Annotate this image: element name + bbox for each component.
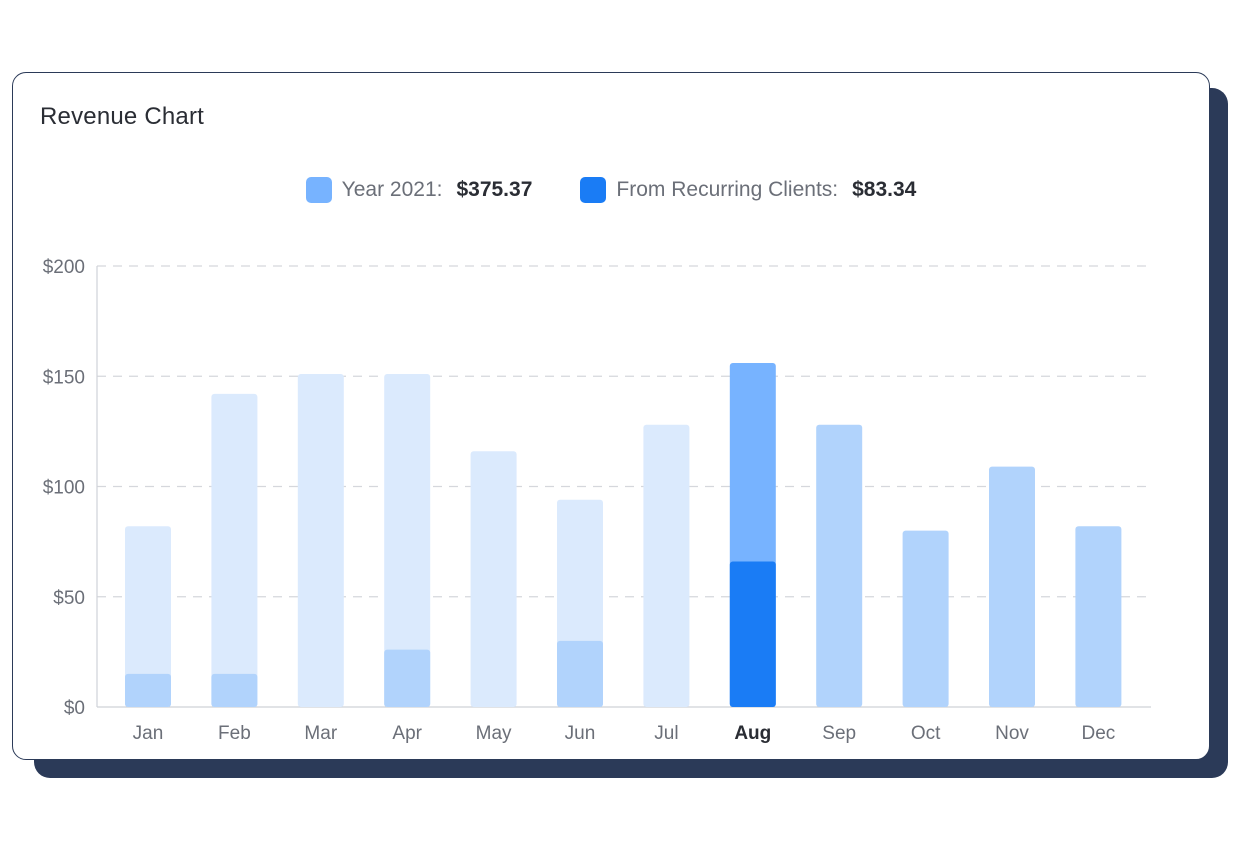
legend-value-year: $375.37 <box>456 178 533 201</box>
legend-swatch-year <box>305 177 332 203</box>
y-tick-label: $150 <box>43 367 85 388</box>
x-tick-label: Apr <box>392 723 422 744</box>
legend-value-recurring: $83.34 <box>852 178 917 201</box>
legend-item-recurring[interactable]: From Recurring Clients: $83.34 <box>580 177 916 203</box>
x-tick-label: May <box>476 723 512 744</box>
x-tick-label: Jun <box>565 723 596 744</box>
revenue-chart-card: Revenue Chart Year 2021: $375.37 From Re… <box>12 72 1210 760</box>
y-tick-label: $50 <box>53 588 85 609</box>
x-tick-label: Feb <box>218 723 251 744</box>
legend-label-recurring: From Recurring Clients: <box>616 178 839 201</box>
x-tick-label: Nov <box>995 723 1029 744</box>
x-tick-label: Dec <box>1082 723 1116 744</box>
bar-recurring-feb <box>211 673 258 707</box>
bar-total-dec <box>1075 526 1122 707</box>
bar-total-jul <box>643 424 690 707</box>
chart-title: Revenue Chart <box>40 103 205 130</box>
x-tick-label: Jan <box>133 723 164 744</box>
bar-total-sep <box>816 424 863 707</box>
bar-total-apr <box>384 374 431 707</box>
bar-recurring-jan <box>125 673 171 707</box>
bar-total-oct <box>902 530 949 707</box>
legend-swatch-recurring <box>580 177 607 203</box>
x-tick-label: Oct <box>911 723 941 744</box>
bar-recurring-aug <box>729 561 776 707</box>
bar-total-feb <box>211 393 258 707</box>
y-tick-label: $200 <box>43 257 85 278</box>
y-tick-label: $100 <box>43 478 85 499</box>
bar-recurring-jun <box>557 640 603 707</box>
legend-item-year[interactable]: Year 2021: $375.37 <box>305 177 533 203</box>
legend-label-year: Year 2021: <box>341 178 443 201</box>
x-tick-label: Mar <box>304 723 337 744</box>
bar-total-may <box>470 451 517 707</box>
bar-total-mar <box>297 374 344 707</box>
bar-total-nov <box>989 466 1035 707</box>
bar-recurring-apr <box>384 649 431 707</box>
y-tick-label: $0 <box>64 698 85 719</box>
x-tick-label: Jul <box>654 723 678 744</box>
chart-legend: Year 2021: $375.37 From Recurring Client… <box>13 177 1209 203</box>
x-tick-label: Aug <box>734 723 771 744</box>
bar-total-jan <box>125 526 171 707</box>
bar-chart: $0 $50 $100 $150 $200 Jan Feb Mar Apr May Jun Jul Au… <box>43 257 1151 744</box>
x-tick-label: Sep <box>822 723 856 744</box>
